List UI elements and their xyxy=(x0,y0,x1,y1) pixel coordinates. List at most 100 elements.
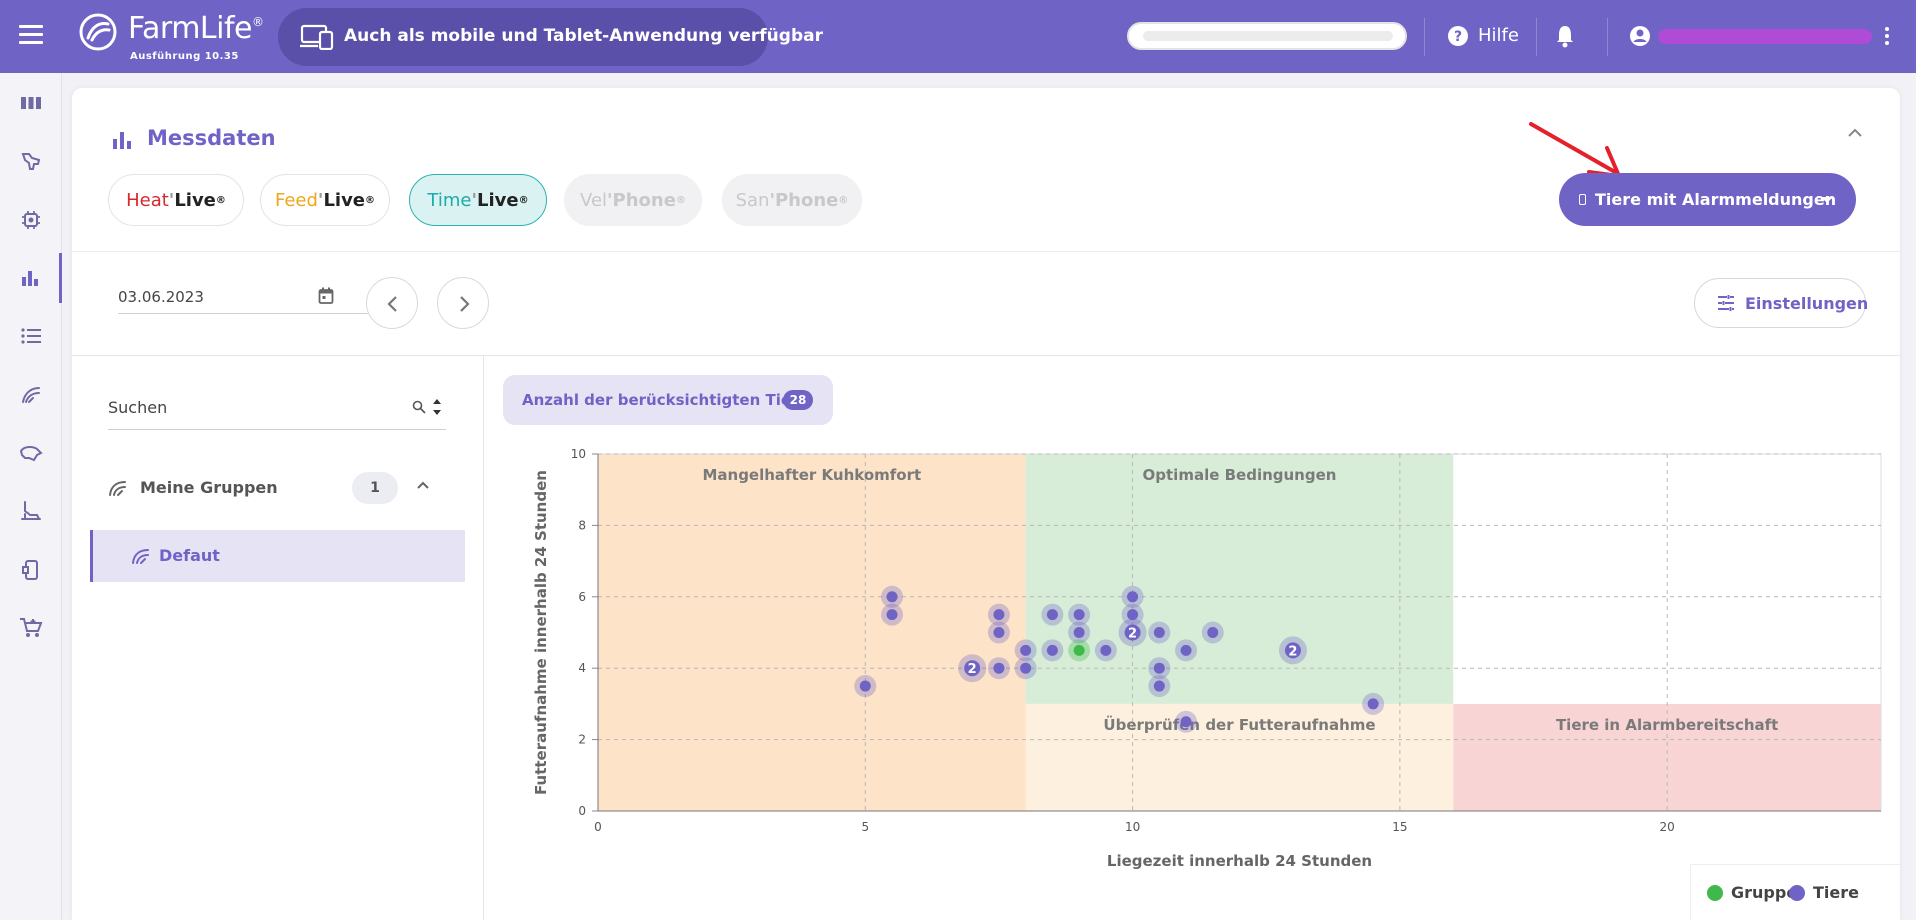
milking-icon xyxy=(21,501,41,520)
feeding-icon xyxy=(22,387,40,403)
chart-zone xyxy=(1025,454,1454,704)
bell-icon[interactable] xyxy=(1555,24,1575,48)
considered-animals-pill: Anzahl der berücksichtigten Tiere 28 xyxy=(503,375,833,425)
chevron-right-icon xyxy=(460,296,470,312)
animal-point xyxy=(1100,644,1112,656)
x-tick-label: 20 xyxy=(1660,820,1675,834)
group-point xyxy=(1073,644,1085,656)
nav-measurements[interactable] xyxy=(0,253,62,303)
zone-label: Mangelhafter Kuhkomfort xyxy=(702,466,921,484)
next-day-button[interactable] xyxy=(437,277,489,329)
product-tab-timelive[interactable]: Time ' Live ® xyxy=(409,174,547,226)
user-icon[interactable] xyxy=(1629,25,1651,47)
y-tick-label: 2 xyxy=(578,733,586,747)
nav-devices[interactable] xyxy=(0,545,62,595)
animal-point xyxy=(993,627,1005,638)
animal-point xyxy=(993,609,1005,621)
point-count-label: 2 xyxy=(1128,627,1137,642)
animal-point xyxy=(859,680,871,692)
my-groups-label: Meine Gruppen xyxy=(140,478,278,497)
legend-label-group[interactable]: Gruppe xyxy=(1731,883,1798,902)
point-count-label: 2 xyxy=(968,662,977,677)
chevron-up-icon[interactable] xyxy=(416,480,430,490)
y-tick-label: 8 xyxy=(578,518,586,532)
legend-dot-group xyxy=(1707,885,1723,901)
legend-label-animals[interactable]: Tiere xyxy=(1813,883,1859,902)
x-tick-label: 5 xyxy=(861,820,869,834)
help-link[interactable]: Hilfe xyxy=(1478,25,1519,46)
nav-cows[interactable] xyxy=(0,136,62,186)
nav-dashboard[interactable] xyxy=(0,78,62,128)
nav-feeding[interactable] xyxy=(0,370,62,420)
product-tab-heatlive[interactable]: Heat ' Live ® xyxy=(108,174,244,226)
chart-zone xyxy=(1453,454,1881,704)
cow-icon xyxy=(21,153,41,170)
date-field[interactable]: 03.06.2023 xyxy=(118,284,370,314)
chart-legend: Gruppe Tiere xyxy=(1690,864,1900,920)
calendar-icon[interactable] xyxy=(318,287,334,305)
animal-point xyxy=(1046,644,1058,656)
y-tick-label: 0 xyxy=(578,804,586,818)
mobile-banner[interactable]: Auch als mobile und Tablet-Anwendung ver… xyxy=(278,8,823,66)
nav-sensors[interactable] xyxy=(0,195,62,245)
mobile-banner-text: Auch als mobile und Tablet-Anwendung ver… xyxy=(344,26,823,46)
animal-point xyxy=(1020,644,1032,656)
more-menu-icon[interactable] xyxy=(1885,27,1889,48)
y-tick-label: 4 xyxy=(578,661,586,675)
animal-point xyxy=(964,660,981,677)
previous-day-button[interactable] xyxy=(366,277,418,329)
group-item-defaut[interactable]: Defaut xyxy=(90,530,465,582)
animal-point xyxy=(1124,624,1141,641)
animal-point xyxy=(1073,609,1085,621)
considered-animals-label: Anzahl der berücksichtigten Tiere xyxy=(522,391,809,409)
user-name-blurred[interactable] xyxy=(1658,29,1872,44)
nav-milking[interactable] xyxy=(0,486,62,536)
measurements-card: Messdaten Heat ' Live ® Feed ' Live ® Time ' Live ®… xyxy=(72,88,1900,920)
nav-shop[interactable] xyxy=(0,603,62,653)
nav-health[interactable] xyxy=(0,428,62,478)
devices-icon xyxy=(300,24,334,50)
chevron-left-icon xyxy=(387,296,397,312)
group-item-label: Defaut xyxy=(159,546,220,565)
scatter-chart: 0 5 10 15 20 0 2 4 6 8 10 Mangelhafter Kuhkomfort Op… xyxy=(532,447,1882,870)
search-icon[interactable] xyxy=(412,400,426,414)
sensor-icon xyxy=(22,211,40,229)
x-tick-label: 10 xyxy=(1125,820,1140,834)
chevron-up-icon[interactable] xyxy=(1847,128,1863,138)
animal-point xyxy=(1046,609,1058,621)
nav-list[interactable] xyxy=(0,311,62,361)
tune-icon xyxy=(1718,295,1734,311)
bar-chart-icon xyxy=(113,132,131,149)
x-axis-label: Liegezeit innerhalb 24 Stunden xyxy=(1107,852,1372,870)
animal-point xyxy=(1180,644,1192,656)
groups-count-badge: 1 xyxy=(352,472,398,504)
animal-point xyxy=(1073,627,1085,638)
side-navigation xyxy=(0,73,62,920)
considered-animals-count: 28 xyxy=(783,390,813,410)
group-icon xyxy=(132,549,149,564)
search-placeholder: Suchen xyxy=(108,398,168,417)
animal-point xyxy=(1367,698,1379,710)
animal-point xyxy=(886,591,898,603)
alarm-animals-button[interactable]: Tiere mit Alarmmeldungen xyxy=(1559,173,1856,226)
alarm-icon xyxy=(1579,194,1586,205)
top-bar: FarmLife® Ausführung 10.35 Auch als mobi… xyxy=(0,0,1916,73)
animal-point xyxy=(1020,662,1032,674)
product-tab-feedlive[interactable]: Feed ' Live ® xyxy=(260,174,390,226)
zone-label: Optimale Bedingungen xyxy=(1143,466,1337,484)
version-label: Ausführung 10.35 xyxy=(130,51,239,62)
sort-spinner-icon[interactable] xyxy=(431,396,443,418)
group-search-input[interactable]: Suchen xyxy=(108,388,446,430)
settings-button[interactable]: Einstellungen xyxy=(1694,278,1868,328)
health-icon xyxy=(19,445,43,462)
bar-chart-icon xyxy=(21,271,38,286)
top-search-input[interactable] xyxy=(1127,22,1407,50)
zone-label: Tiere in Alarmbereitschaft xyxy=(1556,716,1778,734)
caret-down-icon xyxy=(1821,197,1833,203)
menu-icon[interactable] xyxy=(19,25,43,45)
my-groups-header[interactable]: Meine Gruppen 1 xyxy=(108,468,446,508)
cart-icon xyxy=(20,618,43,637)
help-icon[interactable]: ? xyxy=(1447,25,1469,47)
dashboard-icon xyxy=(21,97,41,109)
y-axis-label: Futteraufnahme innerhalb 24 Stunden xyxy=(532,470,550,795)
